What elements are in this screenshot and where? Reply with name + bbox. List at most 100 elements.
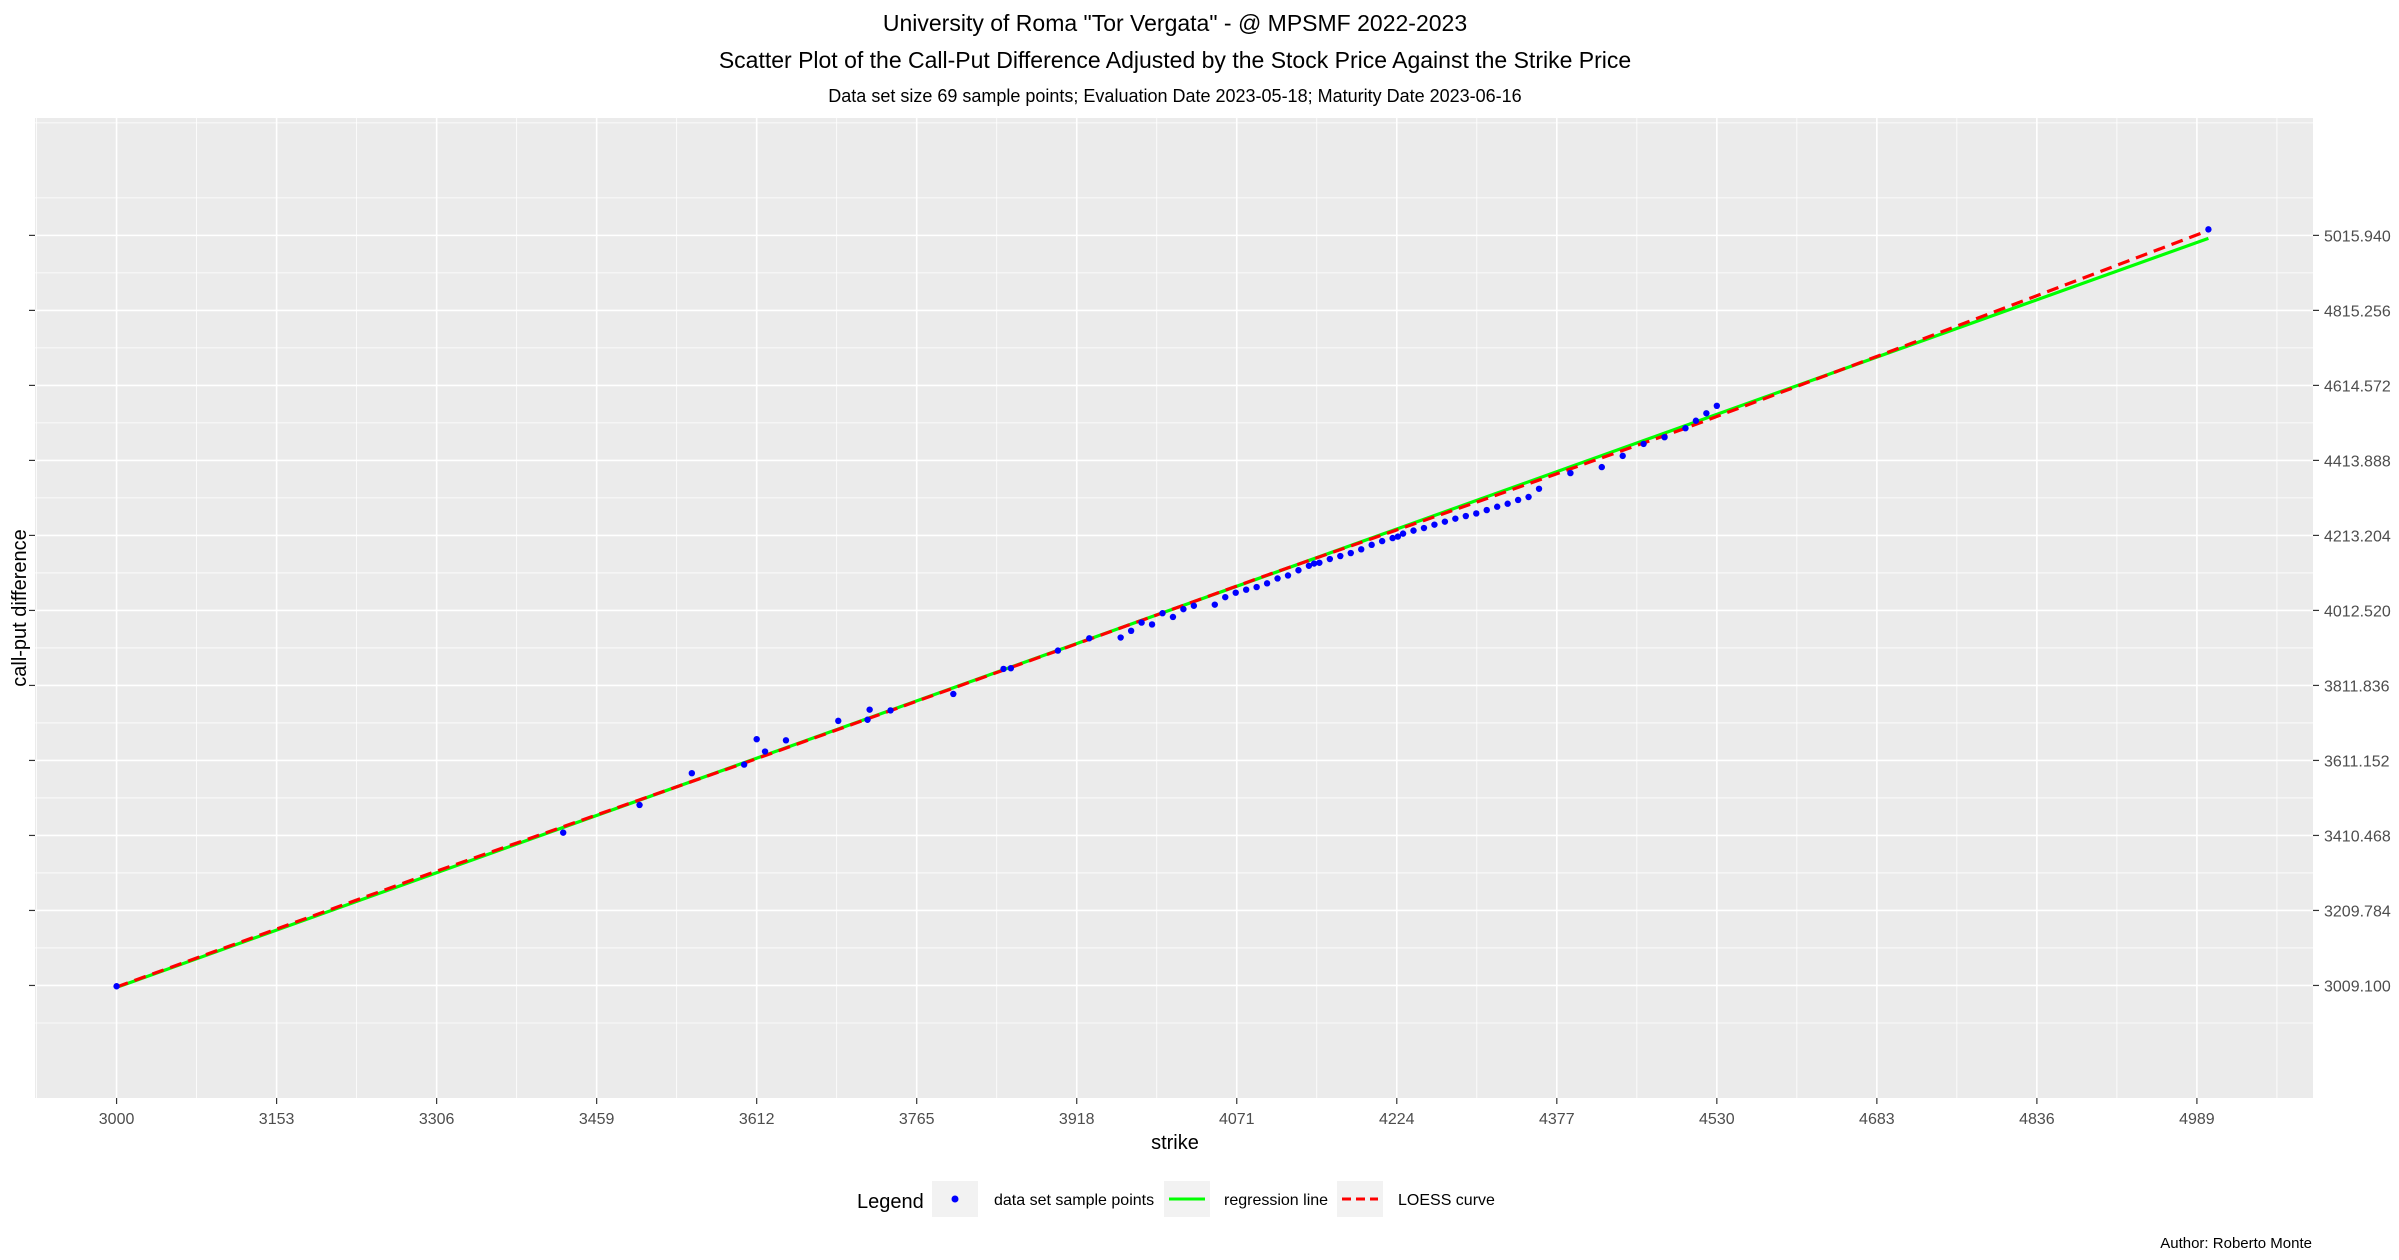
data-point [1682,425,1689,432]
data-point [559,829,567,836]
y-tick-label: 4413.888 [2324,453,2391,470]
y-tick-label: 3009.100 [2324,978,2391,995]
x-tick-label: 3612 [739,1111,775,1128]
legend-item-loess: LOESS curve [1337,1181,1495,1217]
legend-swatch-points [951,1195,959,1203]
legend-title: Legend [857,1191,924,1213]
loess-curve [116,229,2209,989]
data-point [753,735,760,743]
data-point [1337,552,1344,560]
x-tick-label: 3306 [419,1111,455,1128]
data-point [1117,634,1124,641]
data-point [1326,555,1334,563]
data-point [113,983,120,990]
data-point [866,706,873,713]
data-point [1274,575,1281,582]
data-point [1284,572,1292,579]
data-point [1525,493,1532,501]
data-point [1368,541,1375,549]
x-tick-label: 3918 [1059,1111,1095,1128]
data-point [1473,510,1480,517]
data-point [1483,506,1490,514]
chart-title: University of Roma "Tor Vergata" - @ MPS… [883,10,1467,36]
data-point [1640,440,1647,448]
y-tick-label: 5015.940 [2324,228,2391,245]
data-point [782,737,790,744]
y-axis-label: call-put difference [9,529,31,687]
x-tick-label: 4989 [2179,1111,2215,1128]
data-point [1086,635,1093,642]
y-axis: 3009.100 3209.784 3410.468 3611.152 3811.836… [29,228,2391,995]
data-point [1514,496,1522,504]
data-point [1713,402,1721,409]
data-point [1394,533,1402,540]
data-point [1504,500,1511,507]
y-tick-label: 4815.256 [2324,303,2391,320]
data-point [1138,619,1145,626]
data-point [1180,605,1187,613]
data-point [1295,567,1302,574]
data-point [1420,524,1428,532]
y-tick-label: 3209.784 [2324,903,2391,920]
author-caption: Author: Roberto Monte [2160,1235,2312,1252]
data-point [1567,469,1574,477]
x-tick-label: 3153 [259,1111,295,1128]
y-tick-label: 3611.152 [2324,753,2390,770]
grid-minor [35,118,2313,1098]
data-point [1316,559,1323,566]
y-tick-label: 4012.520 [2324,603,2391,620]
data-point [1462,512,1470,520]
legend-item-points: data set sample points [932,1181,1154,1217]
x-tick-label: 3765 [899,1111,935,1128]
data-point [1619,452,1626,460]
data-point [1232,589,1239,596]
data-point [1169,613,1177,621]
data-point [1305,562,1313,569]
legend-item-regression: regression line [1164,1181,1328,1217]
data-point [1358,546,1365,553]
data-point [1441,518,1449,525]
chart-info: Data set size 69 sample points; Evaluati… [828,86,1521,106]
x-tick-label: 4071 [1219,1111,1255,1128]
data-point [1389,534,1396,542]
x-tick-label: 4836 [2019,1111,2055,1128]
legend-label-points: data set sample points [994,1192,1154,1209]
data-point [1242,586,1250,593]
y-tick-label: 4614.572 [2324,378,2391,395]
legend: Legend data set sample points regression… [857,1181,1495,1217]
data-point [1007,664,1015,672]
x-tick-label: 3000 [99,1111,135,1128]
data-point [688,770,696,777]
x-tick-label: 4683 [1859,1111,1895,1128]
data-point [761,748,769,755]
data-point [1493,503,1501,510]
y-tick-label: 3811.836 [2324,678,2390,695]
data-point [1347,549,1354,557]
series-layer [113,226,2212,990]
data-point [1452,515,1459,522]
data-point [2205,226,2212,233]
data-point [1310,560,1318,567]
data-point [1000,665,1007,673]
y-tick-label: 3410.468 [2324,828,2391,845]
x-tick-label: 4224 [1379,1111,1415,1128]
data-point [1253,583,1260,591]
data-point [887,707,894,714]
x-tick-label: 4530 [1699,1111,1735,1128]
data-point [950,690,957,698]
data-point [1431,521,1438,528]
data-point [1263,580,1271,587]
data-point [636,801,643,809]
data-point [1190,602,1198,609]
x-axis-label: strike [1151,1132,1199,1154]
data-point [835,717,842,725]
data-point [1211,601,1218,608]
chart-subtitle: Scatter Plot of the Call-Put Difference … [719,47,1631,73]
data-point [1378,537,1386,545]
legend-label-regression: regression line [1224,1192,1328,1209]
x-tick-label: 4377 [1539,1111,1575,1128]
x-axis: 3000 3153 3306 3459 3612 3765 3918 4071 4224 4377… [99,1098,2215,1128]
data-point [1410,527,1417,534]
data-point [1661,433,1668,441]
